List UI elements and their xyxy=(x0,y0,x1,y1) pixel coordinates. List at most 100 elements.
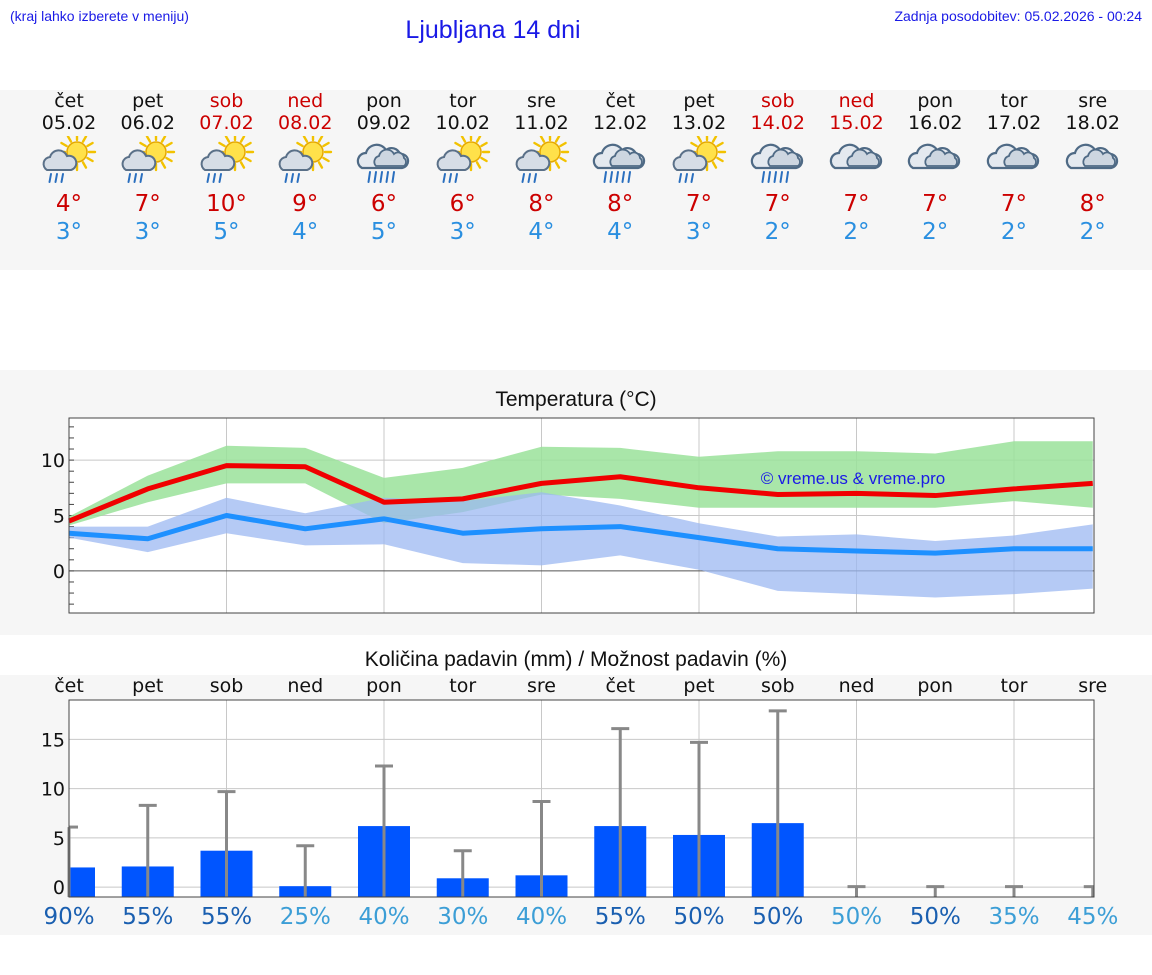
y-tick-label: 0 xyxy=(53,561,65,583)
precip-day-label: sre xyxy=(527,675,556,697)
cloud-icon xyxy=(1065,143,1118,170)
precip-probability: 55% xyxy=(594,904,646,930)
temp-min: 3° xyxy=(134,219,161,245)
precip-day-label: pon xyxy=(917,675,954,697)
max-temp-line xyxy=(68,463,1093,524)
precip-probability: 45% xyxy=(1067,904,1119,930)
temp-min: 4° xyxy=(607,219,634,245)
watermark: © vreme.us & vreme.pro xyxy=(761,469,945,488)
min-temp-line xyxy=(68,513,1093,556)
day-column: čet 12.02 8° 4° xyxy=(581,90,659,246)
day-name: čet xyxy=(54,90,84,112)
precip-day-label: sre xyxy=(1078,675,1108,697)
precip-probability: 50% xyxy=(673,904,725,930)
day-column: sob 14.02 7° 2° xyxy=(739,90,817,246)
precipitation-chart: 0 5 10 15 xyxy=(41,699,1095,899)
sun-cloud-rain-icon xyxy=(121,136,175,183)
day-date: 11.02 xyxy=(514,112,569,134)
temp-max: 8° xyxy=(1079,191,1106,217)
temp-max: 7° xyxy=(843,191,870,217)
temp-max: 10° xyxy=(206,191,247,217)
precip-bar xyxy=(69,867,95,897)
y-tick-label: 5 xyxy=(53,506,65,528)
day-name: sob xyxy=(760,90,795,112)
day-date: 06.02 xyxy=(120,112,175,134)
plot-frame xyxy=(68,417,1095,614)
precip-day-label: čet xyxy=(54,675,84,697)
day-date: 12.02 xyxy=(593,112,648,134)
day-column: sre 11.02 8° 4° xyxy=(503,90,581,246)
temp-max: 8° xyxy=(607,191,634,217)
temp-max: 9° xyxy=(292,191,319,217)
day-column: pon 09.02 6° 5° xyxy=(345,90,423,246)
precipitation-chart-title: Količina padavin (mm) / Možnost padavin … xyxy=(364,648,788,671)
cloud-rain-icon xyxy=(593,143,646,183)
temp-min: 5° xyxy=(370,219,398,245)
day-column: ned 15.02 7° 2° xyxy=(818,90,896,246)
precip-day-label: pon xyxy=(366,675,402,697)
daily-forecast: čet 05.02 4° 3° pet 06.02 7° 3° sob 07.02 10° 5° ned… xyxy=(0,90,1152,270)
precip-day-label: čet xyxy=(605,675,636,697)
day-name: pon xyxy=(366,90,402,112)
day-date: 14.02 xyxy=(750,112,805,134)
precip-probability: 50% xyxy=(752,904,804,930)
day-name: sre xyxy=(527,90,556,112)
precip-probability: 55% xyxy=(200,904,253,930)
day-date: 08.02 xyxy=(278,112,333,134)
sun-cloud-rain-icon xyxy=(515,136,569,183)
precip-day-label: sob xyxy=(760,675,795,697)
day-name: sob xyxy=(209,90,244,112)
day-column: čet 05.02 4° 3° xyxy=(30,90,108,246)
temp-max: 7° xyxy=(764,191,791,217)
day-column: tor 17.02 7° 2° xyxy=(975,90,1053,246)
precip-day-label: pet xyxy=(683,675,715,697)
precip-day-label: tor xyxy=(1000,675,1028,697)
precip-day-label: sob xyxy=(209,675,244,697)
sun-cloud-rain-icon xyxy=(200,136,254,183)
temp-min: 3° xyxy=(55,219,83,245)
precip-probability: 55% xyxy=(122,904,174,930)
temp-min: 4° xyxy=(528,219,555,245)
daily-forecast-panel xyxy=(0,90,1152,270)
precip-probability: 50% xyxy=(909,904,961,930)
temp-max: 7° xyxy=(685,191,713,217)
temperature-chart-title: Temperatura (°C) xyxy=(495,388,657,411)
day-name: tor xyxy=(1000,90,1028,112)
temperature-chart: 0 5 10 © vreme.us & vreme.pro xyxy=(41,417,1095,614)
day-name: čet xyxy=(605,90,636,112)
temp-min: 2° xyxy=(764,219,791,245)
sun-cloud-rain-icon xyxy=(436,136,490,183)
precip-probability: 50% xyxy=(830,904,883,930)
page-title: Ljubljana 14 dni xyxy=(405,16,581,44)
precip-probability: 40% xyxy=(358,904,410,930)
precip-probability: 25% xyxy=(279,904,331,930)
day-column: sob 07.02 10° 5° xyxy=(188,90,266,246)
precip-probability: 30% xyxy=(437,904,489,930)
day-name: pet xyxy=(683,90,715,112)
day-date: 09.02 xyxy=(356,112,412,134)
cloud-icon xyxy=(986,143,1040,170)
temp-max: 8° xyxy=(528,191,555,217)
temp-min: 2° xyxy=(1000,219,1028,245)
plot-frame xyxy=(68,699,1095,898)
location-note: (kraj lahko izberete v meniju) xyxy=(10,8,189,24)
sun-cloud-rain-icon xyxy=(278,136,333,183)
y-tick-label: 10 xyxy=(41,779,65,801)
day-date: 10.02 xyxy=(435,112,490,134)
day-date: 16.02 xyxy=(908,112,963,134)
day-date: 18.02 xyxy=(1065,112,1120,134)
temp-max: 7° xyxy=(1000,191,1028,217)
temp-min: 4° xyxy=(292,219,319,245)
day-column: pon 16.02 7° 2° xyxy=(896,90,974,246)
cloud-icon xyxy=(908,143,961,170)
precip-day-label: ned xyxy=(287,675,324,697)
temp-max: 7° xyxy=(134,191,161,217)
precip-probability: 90% xyxy=(43,904,95,930)
day-name: ned xyxy=(287,90,324,112)
day-name: pet xyxy=(132,90,164,112)
day-date: 13.02 xyxy=(671,112,727,134)
day-column: pet 06.02 7° 3° xyxy=(109,90,187,246)
day-column: ned 08.02 9° 4° xyxy=(266,90,344,246)
temp-min: 3° xyxy=(449,219,476,245)
last-updated: Zadnja posodobitev: 05.02.2026 - 00:24 xyxy=(894,8,1142,24)
